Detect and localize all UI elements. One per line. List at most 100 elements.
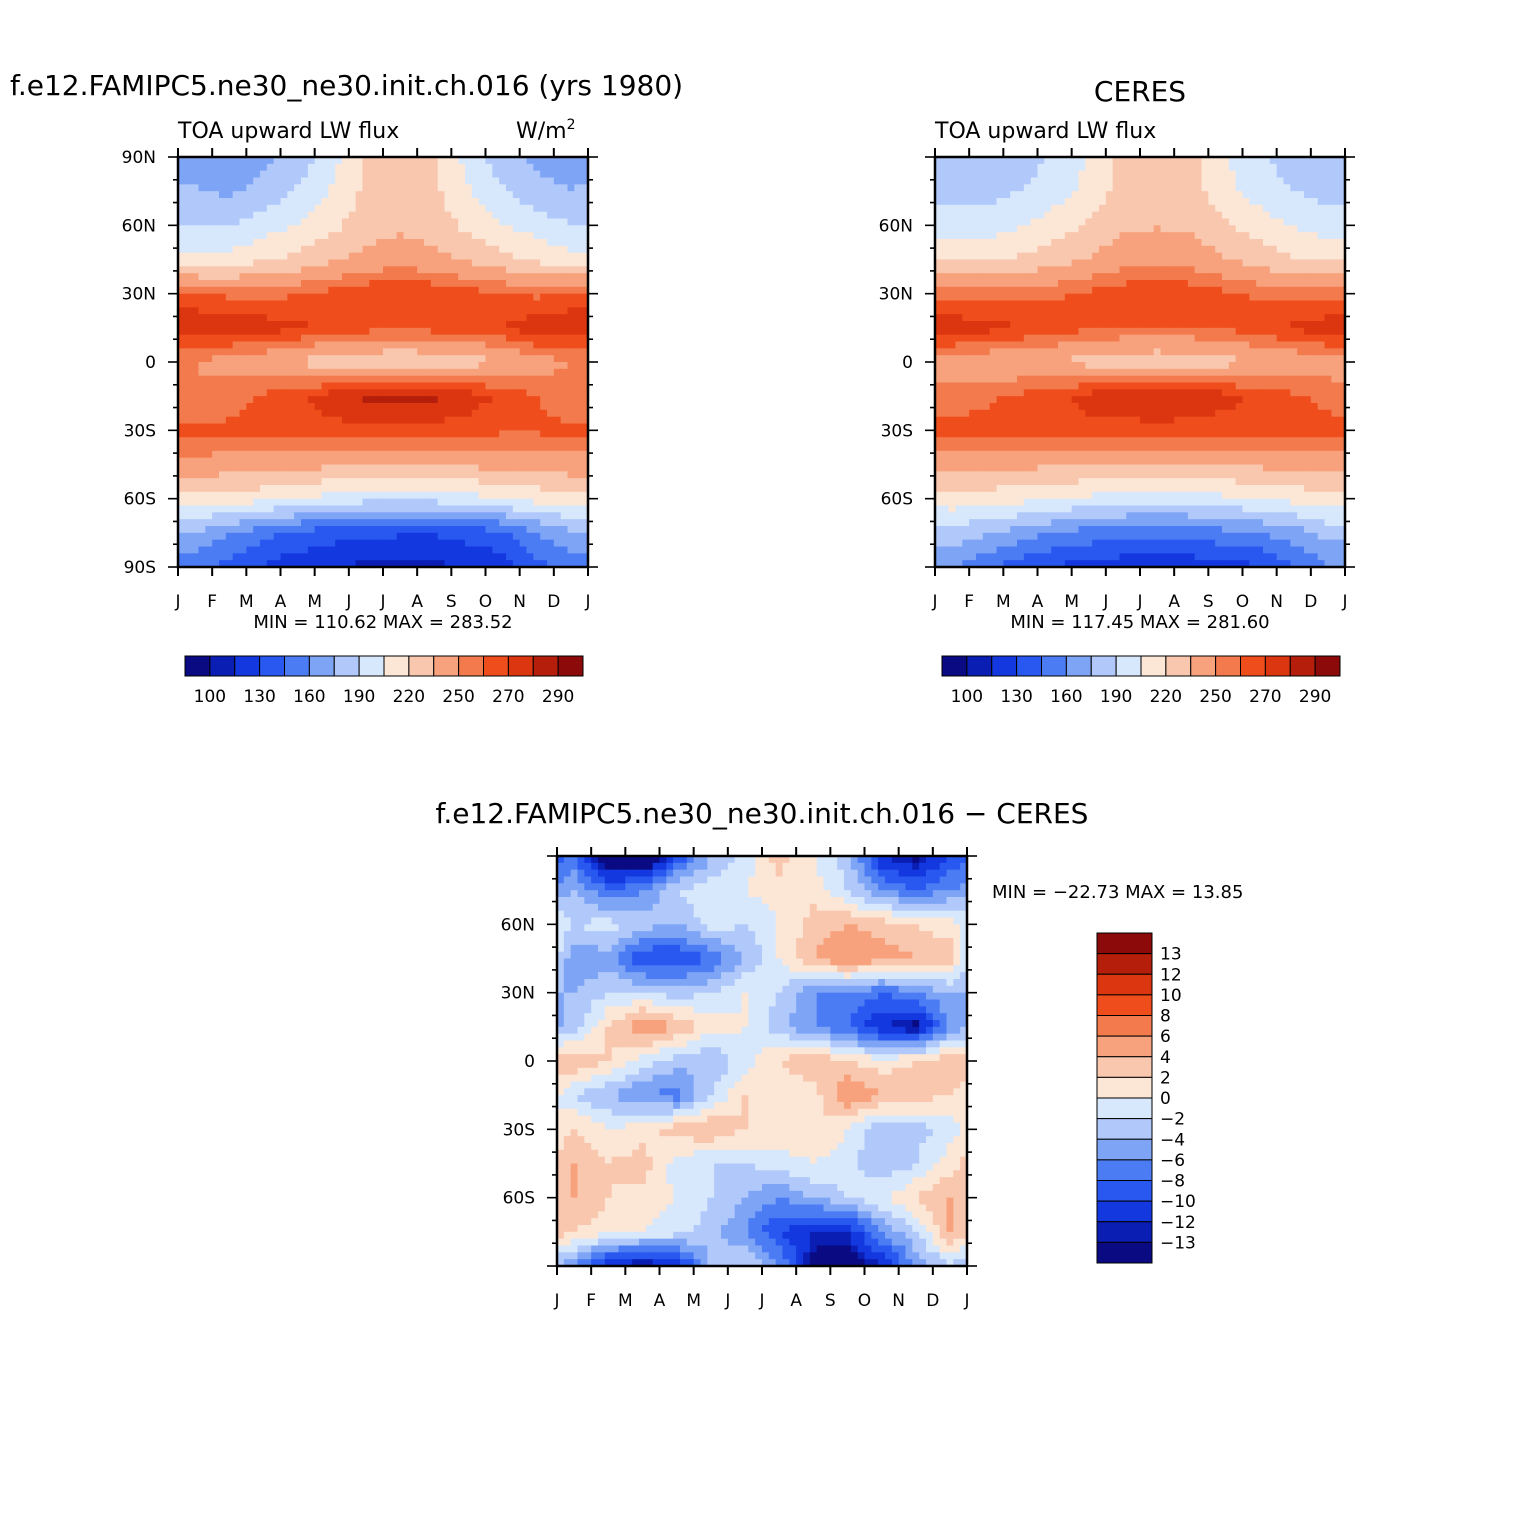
heatmap-cell [1153,293,1162,302]
heatmap-cell [506,245,514,254]
heatmap-cell [314,239,323,247]
heatmap-cell [567,191,575,199]
heatmap-cell [301,341,309,349]
heatmap-cell [1187,259,1196,267]
heatmap-cell [280,341,288,349]
heatmap-cell [266,218,275,226]
heatmap-cell [266,252,275,261]
heatmap-cell [260,321,268,329]
heatmap-cell [191,327,200,336]
heatmap-cell [1105,163,1114,172]
heatmap-cell [191,539,200,548]
heatmap-cell [273,444,282,452]
heatmap-cell [512,204,521,213]
heatmap-cell [184,341,193,349]
heatmap-cell [266,348,275,356]
heatmap-cell [1030,273,1039,281]
heatmap-cell [458,191,466,199]
heatmap-cell [260,505,268,513]
heatmap-cell [444,546,452,554]
heatmap-cell [191,334,200,343]
heatmap-cell [314,437,323,445]
heatmap-cell [574,307,582,315]
heatmap-cell [540,478,548,486]
heatmap-cell [1078,293,1086,302]
heatmap-cell [526,437,534,445]
heatmap-cell [458,198,466,206]
heatmap-cell [335,444,343,452]
heatmap-cell [376,198,384,206]
heatmap-cell [294,198,302,206]
heatmap-cell [205,553,213,561]
heatmap-cell [941,252,950,261]
heatmap-cell [506,423,514,431]
heatmap-cell [369,491,377,500]
heatmap-cell [1112,191,1121,199]
heatmap-cell [1324,232,1332,240]
heatmap-cell [383,211,391,220]
heatmap-cell [1269,184,1278,192]
heatmap-cell [955,225,963,233]
heatmap-cell [301,307,309,315]
heatmap-cell [355,191,364,199]
heatmap-cell [376,321,384,329]
heatmap-cell [266,539,275,548]
heatmap-cell [362,546,370,554]
heatmap-cell [444,553,452,561]
heatmap-cell [178,348,186,356]
heatmap-cell [287,204,295,213]
heatmap-cell [1010,218,1018,226]
heatmap-cell [1023,280,1032,288]
heatmap-cell [321,512,329,520]
heatmap-cell [403,498,411,507]
heatmap-cell [581,218,589,226]
heatmap-cell [485,526,493,534]
heatmap-cell [465,553,473,561]
heatmap-cell [383,225,391,233]
heatmap-cell [1017,252,1025,261]
heatmap-cell [540,184,548,192]
heatmap-cell [1235,286,1244,295]
heatmap-cell [273,157,282,165]
heatmap-cell [485,375,493,384]
heatmap-cell [342,362,350,370]
heatmap-cell [383,498,391,507]
heatmap-cell [1092,293,1100,302]
heatmap-cell [403,471,411,479]
heatmap-cell [492,519,500,527]
heatmap-cell [307,491,316,500]
heatmap-cell [239,341,247,349]
heatmap-cell [499,532,507,541]
heatmap-cell [1276,163,1285,172]
heatmap-cell [962,259,970,267]
heatmap-cell [1297,232,1305,240]
heatmap-cell [540,368,548,377]
heatmap-cell [342,464,350,472]
heatmap-cell [335,204,343,213]
heatmap-cell [232,327,241,336]
heatmap-cell [499,252,507,261]
heatmap-cell [191,471,200,479]
heatmap-cell [1324,273,1332,281]
heatmap-cell [280,204,288,213]
heatmap-cell [519,252,528,261]
heatmap-cell [321,375,329,384]
heatmap-cell [1092,280,1100,288]
heatmap-cell [1112,293,1121,302]
heatmap-cell [499,368,507,377]
heatmap-cell [314,519,323,527]
heatmap-cell [232,177,241,185]
heatmap-cell [430,204,439,213]
heatmap-cell [989,163,998,172]
heatmap-cell [321,478,329,486]
heatmap-cell [996,245,1004,254]
heatmap-cell [1297,252,1305,261]
heatmap-cell [246,368,254,377]
heatmap-cell [294,314,302,322]
heatmap-cell [1304,286,1312,295]
heatmap-cell [219,225,227,233]
heatmap-cell [1078,252,1086,261]
heatmap-cell [232,348,241,356]
heatmap-cell [478,348,487,356]
heatmap-cell [1276,191,1285,199]
